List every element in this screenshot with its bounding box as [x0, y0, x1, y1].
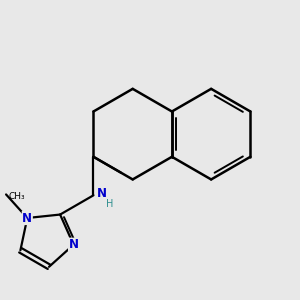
- Text: CH₃: CH₃: [8, 192, 25, 201]
- Text: N: N: [68, 238, 79, 251]
- Text: N: N: [22, 212, 32, 224]
- Text: H: H: [106, 200, 113, 209]
- Text: N: N: [97, 187, 107, 200]
